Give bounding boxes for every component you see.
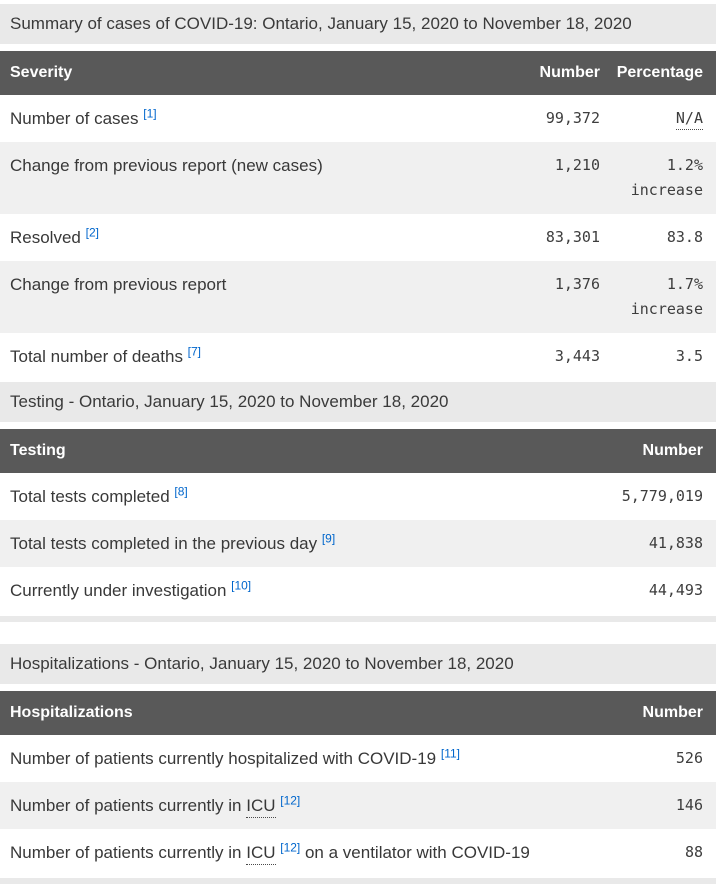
- table-row: Total tests completed in the previous da…: [0, 520, 716, 567]
- table-row: Total number of deaths [7] 3,443 3.5: [0, 333, 716, 380]
- footnote-link[interactable]: [1]: [143, 106, 157, 121]
- footnote-superscript: [12]: [280, 793, 300, 807]
- footnote-superscript: [10]: [231, 578, 251, 592]
- row-label: Currently under investigation [10]: [0, 567, 606, 614]
- summary-table-caption: Summary of cases of COVID-19: Ontario, J…: [0, 4, 716, 44]
- row-label: Change from previous report: [0, 261, 494, 333]
- percentage-cell: 1.2% increase: [600, 142, 716, 214]
- label-text: Total tests completed: [10, 487, 175, 506]
- number-cell: 44,493: [648, 581, 703, 599]
- percentage-text: 3.5: [675, 347, 703, 365]
- hospitalizations-table: Hospitalizations Number Number of patient…: [0, 691, 716, 876]
- number-cell: 5,779,019: [621, 487, 703, 505]
- summary-header-row: Severity Number Percentage: [0, 51, 716, 95]
- footnote-superscript: [12]: [280, 840, 300, 854]
- row-label: Resolved [2]: [0, 214, 494, 261]
- number-cell: 1,376: [554, 275, 600, 293]
- hospitalizations-section: Hospitalizations - Ontario, January 15, …: [0, 644, 716, 884]
- row-label: Number of patients currently in ICU [12]…: [0, 829, 606, 876]
- abbr-term: ICU: [246, 796, 276, 818]
- percentage-text: 83.8: [666, 228, 703, 246]
- table-row: Number of patients currently hospitalize…: [0, 735, 716, 782]
- number-cell: 41,838: [648, 534, 703, 552]
- label-text: on a ventilator with COVID-19: [300, 843, 530, 862]
- column-header: Severity: [0, 51, 494, 95]
- number-cell: 88: [684, 843, 703, 861]
- column-header: Testing: [0, 429, 606, 473]
- number-cell: 146: [675, 796, 703, 814]
- label-text: Change from previous report: [10, 275, 227, 294]
- testing-table: Testing Number Total tests completed [8] 5…: [0, 429, 716, 614]
- row-label: Number of patients currently hospitalize…: [0, 735, 606, 782]
- row-label: Number of cases [1]: [0, 95, 494, 142]
- table-row: Total tests completed [8] 5,779,019: [0, 473, 716, 520]
- label-text: Total number of deaths: [10, 347, 188, 366]
- number-cell: 83,301: [545, 228, 600, 246]
- label-text: Change from previous report (new cases): [10, 156, 323, 175]
- footnote-link[interactable]: [11]: [440, 746, 460, 761]
- section-divider: [0, 616, 716, 622]
- footnote-superscript: [2]: [86, 225, 99, 239]
- row-label: Total tests completed in the previous da…: [0, 520, 606, 567]
- testing-header-row: Testing Number: [0, 429, 716, 473]
- hospitalizations-table-caption: Hospitalizations - Ontario, January 15, …: [0, 644, 716, 684]
- footnote-link[interactable]: [2]: [85, 225, 99, 240]
- summary-cases-section: Summary of cases of COVID-19: Ontario, J…: [0, 4, 716, 380]
- label-text: Number of patients currently hospitalize…: [10, 749, 441, 768]
- percentage-cell: N/A: [600, 95, 716, 142]
- percentage-cell: 3.5: [600, 333, 716, 380]
- number-cell: 1,210: [554, 156, 600, 174]
- number-cell: 3,443: [554, 347, 600, 365]
- footnote-superscript: [9]: [322, 531, 335, 545]
- testing-table-caption: Testing - Ontario, January 15, 2020 to N…: [0, 382, 716, 422]
- footnote-link[interactable]: [10]: [231, 578, 252, 593]
- footnote-superscript: [7]: [188, 344, 201, 358]
- column-header: Number: [606, 691, 716, 735]
- footnote-superscript: [8]: [174, 484, 187, 498]
- footnote-link[interactable]: [9]: [321, 531, 336, 546]
- abbr-term: ICU: [246, 843, 276, 865]
- footnote-link[interactable]: [7]: [187, 344, 202, 359]
- row-label: Number of patients currently in ICU [12]: [0, 782, 606, 829]
- footnote-superscript: [1]: [143, 106, 156, 120]
- table-row: Number of patients currently in ICU [12]…: [0, 782, 716, 829]
- hospitalizations-header-row: Hospitalizations Number: [0, 691, 716, 735]
- label-text: Resolved: [10, 228, 86, 247]
- table-row: Change from previous report 1,376 1.7% inc…: [0, 261, 716, 333]
- table-row: Resolved [2] 83,301 83.8: [0, 214, 716, 261]
- footnote-link[interactable]: [12]: [280, 793, 301, 808]
- label-text: Number of cases: [10, 109, 144, 128]
- percentage-text: 1.2% increase: [630, 156, 703, 199]
- column-header: Number: [494, 51, 600, 95]
- table-row: Number of patients currently in ICU [12]…: [0, 829, 716, 876]
- footnote-superscript: [11]: [441, 746, 460, 760]
- row-label: Change from previous report (new cases): [0, 142, 494, 214]
- testing-section: Testing - Ontario, January 15, 2020 to N…: [0, 382, 716, 622]
- footnote-link[interactable]: [12]: [280, 840, 301, 855]
- number-cell: 526: [675, 749, 703, 767]
- label-text: Number of patients currently in: [10, 796, 247, 815]
- table-row: Change from previous report (new cases) 1…: [0, 142, 716, 214]
- number-cell: 99,372: [545, 109, 600, 127]
- label-text: Total tests completed in the previous da…: [10, 534, 322, 553]
- column-header: Number: [606, 429, 716, 473]
- label-text: Number of patients currently in: [10, 843, 247, 862]
- summary-cases-table: Severity Number Percentage Number of cases…: [0, 51, 716, 380]
- column-header: Hospitalizations: [0, 691, 606, 735]
- percentage-cell: 1.7% increase: [600, 261, 716, 333]
- percentage-text: 1.7% increase: [630, 275, 703, 318]
- abbr-term: N/A: [675, 109, 703, 130]
- row-label: Total tests completed [8]: [0, 473, 606, 520]
- label-text: Currently under investigation: [10, 581, 232, 600]
- table-row: Number of cases [1] 99,372 N/A: [0, 95, 716, 142]
- column-header: Percentage: [600, 51, 716, 95]
- table-row: Currently under investigation [10] 44,493: [0, 567, 716, 614]
- percentage-cell: 83.8: [600, 214, 716, 261]
- footnote-link[interactable]: [8]: [174, 484, 188, 499]
- row-label: Total number of deaths [7]: [0, 333, 494, 380]
